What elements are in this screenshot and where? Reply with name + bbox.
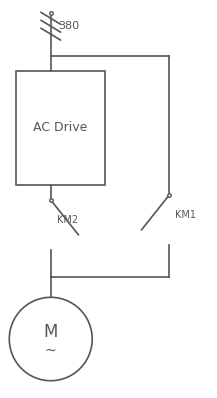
Circle shape (9, 297, 92, 381)
Bar (16, 71, 105, 185)
Text: AC Drive: AC Drive (33, 121, 88, 135)
Text: M: M (44, 323, 58, 341)
Text: 380: 380 (59, 21, 80, 31)
Text: ~: ~ (45, 344, 57, 358)
Text: KM1: KM1 (175, 210, 196, 220)
Text: KM2: KM2 (57, 215, 78, 225)
